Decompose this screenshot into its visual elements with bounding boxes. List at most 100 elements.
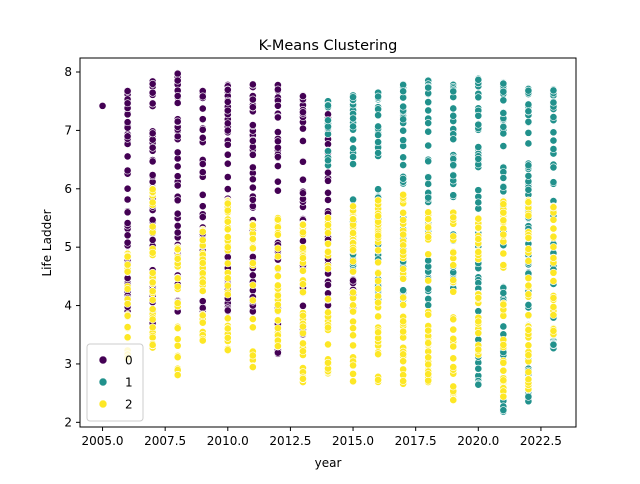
- data-point: [173, 181, 182, 190]
- data-point: [299, 92, 307, 101]
- data-point: [223, 185, 232, 193]
- data-point: [148, 88, 157, 97]
- x-tick-label: 2022.5: [520, 434, 562, 448]
- data-point: [273, 137, 282, 146]
- data-point: [474, 120, 483, 129]
- data-point: [223, 140, 232, 149]
- data-point: [499, 183, 508, 191]
- data-point: [424, 193, 433, 202]
- data-point: [123, 208, 132, 217]
- data-point: [173, 228, 182, 237]
- data-point: [198, 160, 207, 168]
- data-point: [173, 282, 182, 291]
- data-point: [374, 277, 382, 285]
- data-point: [273, 244, 282, 253]
- data-point: [549, 327, 558, 335]
- data-point: [98, 101, 107, 110]
- data-point: [424, 208, 433, 217]
- data-point: [324, 196, 332, 204]
- data-point: [123, 285, 132, 293]
- data-point: [248, 150, 257, 159]
- data-point: [449, 287, 458, 296]
- data-point: [524, 245, 533, 253]
- data-point: [273, 291, 282, 300]
- data-point: [223, 206, 232, 215]
- data-point: [499, 109, 508, 117]
- x-tick-label: 2005.0: [82, 434, 124, 448]
- data-point: [123, 152, 132, 161]
- data-point: [198, 236, 207, 245]
- data-point: [399, 247, 408, 256]
- data-point: [449, 342, 458, 351]
- data-point: [223, 85, 232, 94]
- data-point: [173, 148, 182, 157]
- data-point: [474, 154, 483, 163]
- data-point: [399, 216, 408, 224]
- data-point: [424, 339, 433, 347]
- data-point: [349, 369, 357, 378]
- data-point: [223, 233, 232, 241]
- y-axis: 2 3 4 5 6 7 8: [64, 65, 80, 429]
- data-point: [549, 178, 558, 187]
- data-point: [148, 341, 157, 349]
- data-point: [223, 119, 232, 128]
- data-point: [524, 172, 533, 180]
- data-point: [223, 274, 232, 283]
- data-point: [198, 278, 207, 287]
- data-point: [148, 99, 157, 108]
- data-point: [349, 93, 357, 102]
- data-point: [299, 237, 307, 245]
- data-point: [248, 351, 257, 360]
- data-point: [349, 267, 357, 276]
- data-point: [349, 202, 357, 211]
- data-point: [123, 118, 132, 127]
- data-point: [198, 213, 207, 221]
- data-point: [324, 214, 332, 222]
- data-point: [248, 221, 257, 230]
- data-point: [273, 215, 282, 224]
- data-point: [148, 296, 157, 304]
- data-point: [173, 335, 182, 344]
- data-point: [524, 341, 533, 350]
- data-point: [524, 86, 533, 95]
- data-point: [223, 126, 232, 135]
- data-point: [299, 137, 307, 145]
- data-point: [474, 143, 483, 151]
- data-point: [324, 168, 332, 177]
- y-tick-label: 8: [64, 65, 72, 79]
- data-point: [273, 85, 282, 94]
- data-point: [374, 92, 382, 101]
- data-point: [424, 353, 433, 362]
- data-point: [198, 125, 207, 134]
- data-point: [299, 301, 307, 310]
- data-point: [223, 97, 232, 106]
- series-2: [123, 184, 558, 405]
- data-point: [374, 111, 382, 120]
- data-point: [349, 144, 357, 153]
- data-point: [273, 177, 282, 186]
- data-point: [349, 377, 357, 386]
- data-point: [399, 377, 408, 385]
- data-point: [549, 254, 558, 262]
- data-point: [449, 334, 458, 343]
- data-point: [273, 316, 282, 325]
- data-point: [374, 212, 382, 220]
- data-point: [549, 145, 558, 153]
- data-point: [148, 143, 157, 152]
- legend-marker: [98, 377, 108, 387]
- data-point: [299, 329, 307, 338]
- data-point: [324, 295, 332, 304]
- data-point: [148, 278, 157, 287]
- data-point: [474, 380, 483, 389]
- data-point: [173, 172, 182, 181]
- data-point: [474, 223, 483, 232]
- data-point: [549, 86, 558, 95]
- data-point: [549, 113, 558, 121]
- data-point: [449, 354, 458, 363]
- x-tick-label: 2015.0: [332, 434, 374, 448]
- data-point: [524, 257, 533, 265]
- data-point: [148, 323, 157, 332]
- data-point: [524, 233, 533, 242]
- data-point: [349, 307, 357, 316]
- data-point: [123, 166, 132, 175]
